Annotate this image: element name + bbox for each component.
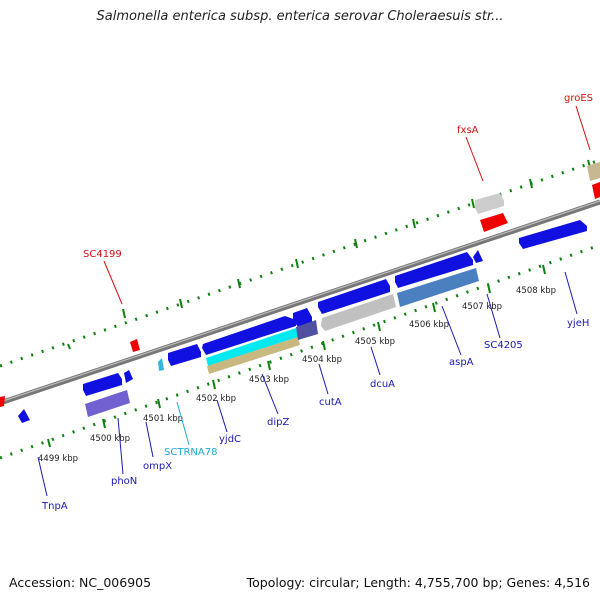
gene-fxsA-lower[interactable] [480,213,508,232]
gene-phoN-upper[interactable] [83,373,122,396]
label-sctrna78[interactable]: SCTRNA78 [164,447,217,458]
kbp-label: 4500 kbp [90,434,130,444]
kbp-label: 4499 kbp [38,454,78,464]
genome-backbone [0,199,600,406]
label-groES[interactable]: groES [564,93,593,104]
gene-yjeH[interactable] [519,220,587,249]
genome-backbone-highlight [0,200,600,403]
label-leader-lines [37,105,591,497]
gene-aspA-lower[interactable] [397,268,479,307]
forward-strand-genes[interactable] [0,162,600,407]
gene-ompX-upper[interactable] [168,344,201,366]
gene-cutA-lower[interactable] [296,320,318,340]
label-cutA[interactable]: cutA [319,397,342,408]
gene-small-arrow-a[interactable] [124,370,133,383]
gene-fxsA[interactable] [475,193,504,214]
kbp-label: 4508 kbp [516,286,556,296]
gene-tnpA[interactable] [18,409,30,423]
label-dipZ[interactable]: dipZ [267,417,289,428]
accession-label: Accession: NC_006905 [9,575,152,590]
inner-major-ticks [47,264,546,448]
gene-sc4199[interactable] [130,339,140,352]
label-yjdC[interactable]: yjdC [219,434,241,445]
gene-labels: TnpA phoN ompX SCTRNA78 yjdC dipZ cutA d… [41,93,593,512]
kbp-label: 4502 kbp [196,394,236,404]
kbp-label: 4501 kbp [143,414,183,424]
kbp-label: 4503 kbp [249,375,289,385]
gene-dcuA-lower[interactable] [321,294,396,331]
gene-yjdC-cyan[interactable] [206,328,298,366]
outer-major-ticks [67,159,591,350]
label-dcuA[interactable]: dcuA [370,379,395,390]
gene-groES-lower[interactable] [592,182,600,199]
inner-dotted-ring [0,243,600,460]
gene-groES[interactable] [587,162,600,181]
kbp-label: 4506 kbp [409,320,449,330]
label-aspA[interactable]: aspA [449,357,474,368]
kbp-scale-labels: 4499 kbp 4500 kbp 4501 kbp 4502 kbp 4503… [38,286,556,464]
genome-stats: Topology: circular; Length: 4,755,700 bp… [246,575,590,590]
gene-dipZ-upper[interactable] [202,316,296,355]
gene-phoN[interactable] [85,390,130,417]
reverse-strand-genes[interactable] [18,182,600,423]
kbp-label: 4504 kbp [302,355,342,365]
genome-title: Salmonella enterica subsp. enterica sero… [96,9,504,24]
kbp-label: 4505 kbp [355,337,395,347]
label-ompX[interactable]: ompX [143,461,172,472]
gene-aspA[interactable] [395,252,473,288]
gene-dcuA[interactable] [318,279,390,314]
kbp-label: 4507 kbp [462,302,502,312]
gene-sc4205[interactable] [473,250,483,263]
label-sc4199[interactable]: SC4199 [83,249,122,260]
label-phoN[interactable]: phoN [111,476,137,487]
label-yjeH[interactable]: yjeH [567,318,589,329]
label-sc4205[interactable]: SC4205 [484,340,523,351]
gene-left-edge[interactable] [0,396,5,407]
gene-sctrna78[interactable] [158,358,164,371]
label-tnpA[interactable]: TnpA [41,501,68,512]
gene-cutA[interactable] [293,308,312,327]
gene-yjdC-khaki[interactable] [207,337,300,374]
label-fxsA[interactable]: fxsA [457,125,479,136]
